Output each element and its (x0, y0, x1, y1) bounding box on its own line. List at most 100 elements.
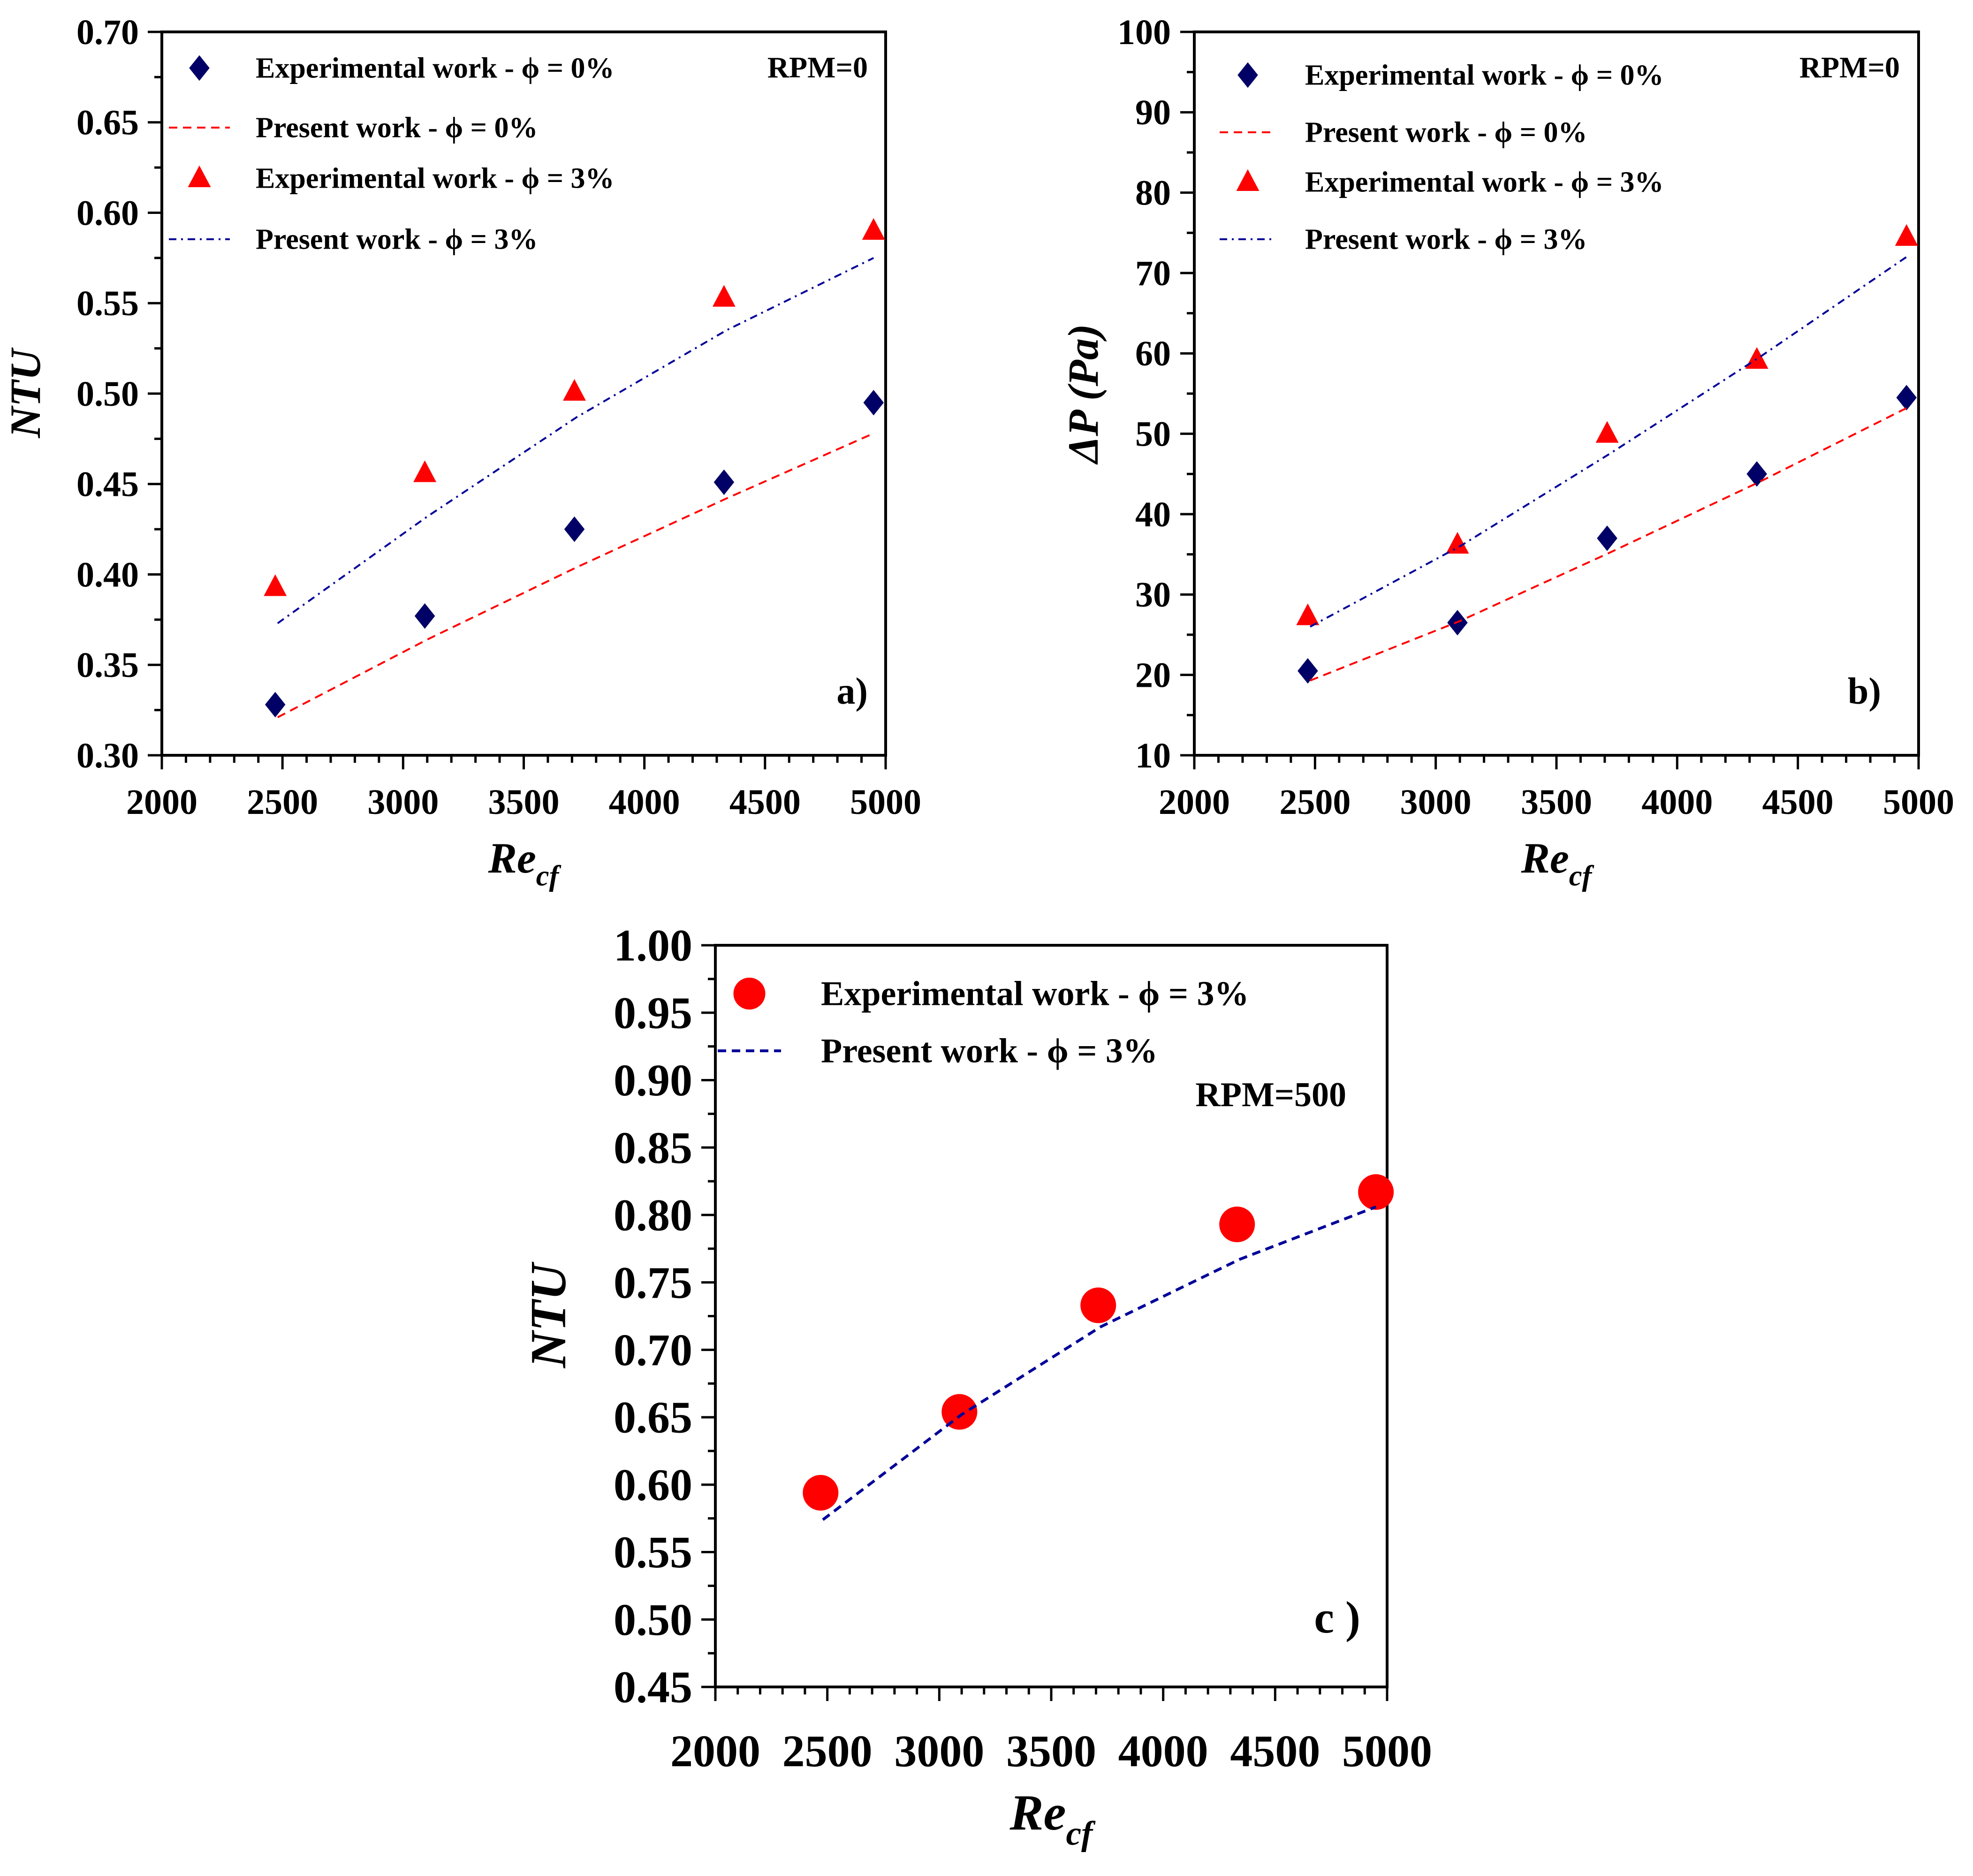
y-tick-label: 100 (1117, 13, 1171, 52)
y-tick-label: 80 (1135, 174, 1171, 213)
y-tick-label: 70 (1135, 254, 1171, 293)
data-point (862, 218, 885, 240)
y-tick-label: 0.70 (76, 13, 139, 52)
x-tick-label: 2500 (1279, 782, 1351, 822)
legend-marker-swatch (188, 165, 211, 188)
data-point (803, 1475, 839, 1511)
x-tick-label: 4500 (1230, 1726, 1320, 1776)
y-tick-label: 0.45 (614, 1662, 692, 1712)
data-point (1446, 532, 1469, 554)
x-tick-label: 3000 (894, 1726, 984, 1776)
x-axis-title-main: Re (1521, 834, 1569, 882)
x-tick-label: 4500 (729, 782, 801, 822)
legend-label: Present work - ϕ = 3% (821, 1032, 1158, 1070)
y-tick-label: 0.85 (614, 1123, 692, 1173)
series-0: Experimental work - ϕ = 3% (733, 974, 1394, 1511)
x-axis-title-subscript: cf (1569, 859, 1595, 892)
x-tick-label: 4500 (1762, 782, 1834, 822)
x-axis-title-subscript: cf (536, 859, 562, 892)
y-tick-label: 50 (1135, 415, 1171, 454)
y-axis-title: ΔP (Pa) (1059, 324, 1107, 465)
x-tick-label: 3500 (488, 782, 560, 822)
x-axis-title-main: Re (488, 834, 536, 882)
legend-label: Experimental work - ϕ = 3% (821, 974, 1249, 1013)
y-tick-label: 0.45 (76, 465, 139, 504)
y-tick-label: 0.55 (614, 1527, 692, 1577)
series-3: Present work - ϕ = 3% (169, 223, 874, 624)
chart-panel-a: 2000 2500 3000 3500 4000 4500 5000 0.30 0.35 0.40… (1, 13, 921, 892)
series-line (277, 432, 874, 718)
x-tick-label: 5000 (1883, 782, 1954, 822)
data-point (941, 1394, 978, 1430)
y-tick-label: 1.00 (614, 920, 692, 971)
x-axis-title: Recf (1521, 834, 1595, 892)
data-point (1219, 1207, 1255, 1243)
data-point (564, 516, 585, 542)
legend-marker-swatch (733, 978, 766, 1010)
chart-panel-c: 2000 2500 3000 3500 4000 4500 5000 0.45 0.50 0.55… (521, 920, 1432, 1853)
x-tick-label: 4000 (1118, 1726, 1208, 1776)
data-point (264, 574, 287, 596)
data-point (1597, 525, 1617, 551)
y-tick-label: 20 (1135, 656, 1171, 695)
x-tick-label: 3500 (1521, 782, 1592, 822)
y-tick-label: 0.95 (614, 987, 692, 1038)
data-point (414, 603, 435, 629)
y-tick-label: 0.90 (614, 1055, 692, 1105)
legend-label: Present work - ϕ = 3% (1305, 223, 1587, 255)
x-tick-label: 2000 (1159, 782, 1230, 822)
series-3: Present work - ϕ = 3% (1220, 223, 1907, 628)
y-tick-label: 0.55 (76, 284, 139, 323)
series-2: Experimental work - ϕ = 3% (1236, 166, 1918, 625)
data-point (863, 390, 884, 416)
y-tick-label: 90 (1135, 93, 1171, 132)
series-line (1310, 256, 1907, 628)
data-point (1296, 603, 1320, 625)
y-tick-label: 0.35 (76, 646, 139, 685)
x-axis-title: Recf (488, 834, 562, 892)
data-point (563, 379, 586, 401)
legend-label: Experimental work - ϕ = 3% (1305, 166, 1664, 198)
y-tick-label: 0.60 (614, 1459, 692, 1510)
x-tick-label: 5000 (1342, 1726, 1432, 1776)
x-tick-label: 4000 (1641, 782, 1713, 822)
series-2: Experimental work - ϕ = 3% (188, 162, 885, 596)
data-point (712, 285, 736, 307)
series-0: Experimental work - ϕ = 0% (1237, 59, 1917, 684)
legend-label: Experimental work - ϕ = 0% (1305, 59, 1664, 91)
x-tick-label: 4000 (609, 782, 680, 822)
data-point (713, 469, 735, 495)
y-tick-label: 0.65 (614, 1392, 692, 1443)
y-tick-label: 0.60 (76, 193, 139, 233)
y-tick-label: 0.50 (76, 374, 139, 414)
panel-label: c ) (1314, 1592, 1360, 1642)
panel-label: b) (1848, 671, 1881, 712)
x-axis-title-subscript: cf (1066, 1814, 1096, 1852)
y-tick-label: 0.75 (614, 1257, 692, 1307)
y-tick-label: 0.70 (614, 1325, 692, 1375)
x-tick-label: 3000 (367, 782, 439, 822)
series-1: Present work - ϕ = 0% (1220, 116, 1907, 682)
rpm-annotation: RPM=500 (1195, 1076, 1346, 1114)
data-point (1895, 224, 1918, 246)
data-point (1595, 421, 1619, 443)
y-tick-label: 0.40 (76, 555, 139, 594)
x-axis-title-main: Re (1009, 1785, 1066, 1841)
x-tick-label: 2500 (782, 1726, 873, 1776)
y-tick-label: 0.80 (614, 1190, 692, 1240)
chart-panel-b: 2000 2500 3000 3500 4000 4500 5000 10 20 30 40 50 60… (1059, 13, 1954, 892)
data-point (1080, 1287, 1116, 1323)
data-point (1358, 1174, 1394, 1210)
x-tick-label: 5000 (850, 782, 921, 822)
legend-marker-swatch (1237, 62, 1258, 88)
series-1: Present work - ϕ = 0% (169, 112, 874, 718)
y-tick-label: 0.50 (614, 1595, 692, 1645)
series-1: Present work - ϕ = 3% (718, 1032, 1377, 1521)
series-line (822, 1205, 1377, 1521)
y-tick-label: 0.65 (76, 103, 139, 143)
data-point (265, 691, 286, 718)
y-tick-label: 40 (1135, 495, 1171, 534)
y-axis-title: NTU (521, 1261, 577, 1368)
legend-marker-swatch (189, 55, 210, 81)
